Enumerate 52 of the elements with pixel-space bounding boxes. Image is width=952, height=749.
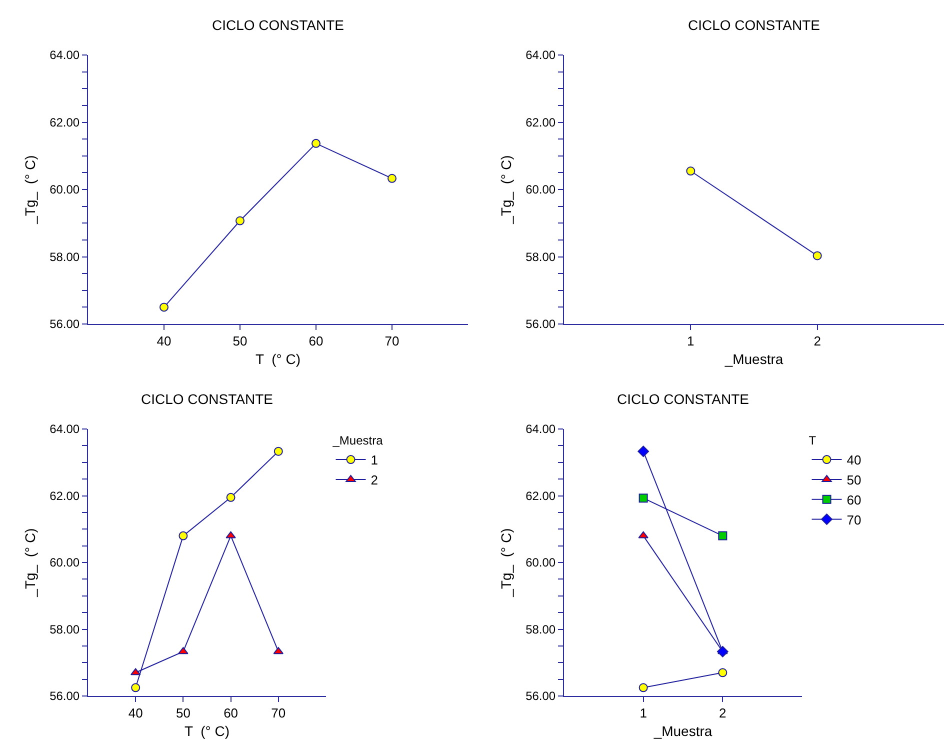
y-axis-title: _Tg_ (° C): [498, 528, 514, 598]
legend-label: 50: [846, 472, 862, 488]
y-tick-label: 62.00: [50, 488, 80, 503]
y-tick-label: 62.00: [526, 488, 556, 503]
y-tick-label: 60.00: [526, 556, 556, 570]
x-tick-label: 1: [640, 706, 647, 721]
y-axis-title: _Tg_ (° C): [22, 528, 38, 598]
x-tick-label: 1: [687, 334, 694, 349]
chart-title: CICLO CONSTANTE: [688, 16, 820, 33]
y-tick-label: 64.00: [526, 422, 556, 436]
y-tick-label: 56.00: [50, 317, 80, 332]
legend-title: _Muestra: [332, 434, 384, 448]
y-tick-label: 64.00: [50, 48, 80, 62]
legend-title: T: [808, 434, 817, 448]
y-tick-label: 56.00: [50, 689, 80, 704]
chart-title: CICLO CONSTANTE: [617, 390, 749, 407]
chart-title: CICLO CONSTANTE: [141, 390, 273, 407]
legend-label: 60: [846, 492, 862, 508]
y-tick-label: 56.00: [526, 317, 556, 332]
y-tick-label: 60.00: [50, 556, 80, 570]
y-tick-label: 58.00: [50, 250, 80, 264]
x-tick-label: 60: [308, 334, 324, 349]
x-tick-label: 50: [232, 334, 248, 349]
legend-label: 1: [370, 452, 378, 468]
x-tick-label: 2: [814, 334, 821, 349]
x-tick-label: 2: [719, 706, 726, 721]
x-axis-title: T (° C): [255, 350, 301, 367]
y-tick-label: 64.00: [50, 422, 80, 436]
y-tick-label: 58.00: [50, 622, 80, 636]
y-tick-label: 60.00: [50, 182, 80, 197]
y-tick-label: 62.00: [50, 115, 80, 130]
x-tick-label: 60: [224, 706, 238, 721]
x-tick-label: 70: [271, 706, 286, 721]
y-tick-label: 60.00: [526, 182, 556, 197]
legend-label: 40: [846, 452, 862, 468]
y-axis-title: _Tg_ (° C): [498, 155, 514, 225]
x-axis-title: _Muestra: [652, 722, 712, 739]
x-axis-title: T (° C): [184, 722, 230, 739]
y-tick-label: 62.00: [526, 115, 556, 130]
legend-label: 70: [846, 512, 862, 528]
x-axis-title: _Muestra: [724, 350, 784, 367]
y-tick-label: 56.00: [526, 689, 556, 704]
x-tick-label: 70: [384, 334, 400, 349]
y-tick-label: 58.00: [526, 250, 556, 264]
y-axis-title: _Tg_ (° C): [22, 155, 38, 225]
x-tick-label: 50: [176, 706, 190, 721]
x-tick-label: 40: [128, 706, 143, 721]
legend-label: 2: [370, 472, 378, 488]
chart-title: CICLO CONSTANTE: [212, 16, 344, 33]
x-tick-label: 40: [156, 334, 172, 349]
y-tick-label: 58.00: [526, 622, 556, 636]
y-tick-label: 64.00: [526, 48, 556, 62]
